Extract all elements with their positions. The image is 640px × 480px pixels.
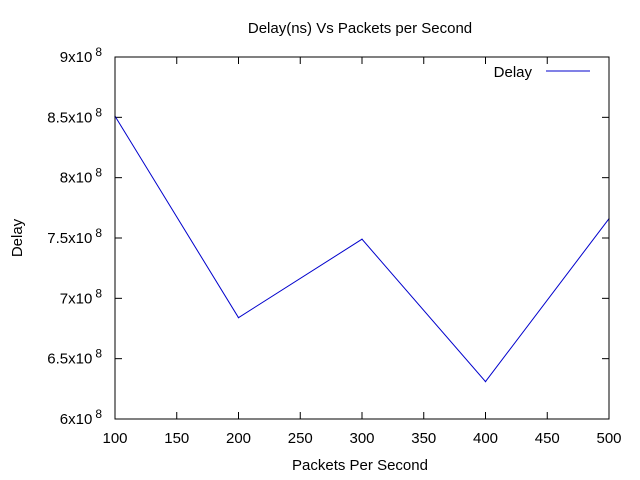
- x-tick-label: 150: [164, 430, 189, 447]
- x-axis-label: Packets Per Second: [292, 457, 428, 474]
- y-tick-mantissa: 8.5x10: [47, 109, 92, 126]
- x-tick-label: 450: [535, 430, 560, 447]
- plot-frame: [114, 56, 610, 420]
- y-tick-exponent: 8: [95, 226, 102, 240]
- x-tick-label: 500: [596, 430, 621, 447]
- y-tick-exponent: 8: [95, 347, 102, 361]
- y-tick-exponent: 8: [95, 407, 102, 421]
- data-point: [237, 317, 240, 319]
- data-point: [484, 380, 487, 383]
- y-tick-mantissa: 6.5x10: [47, 351, 92, 368]
- data-point: [361, 238, 363, 240]
- x-tick-label: 200: [226, 430, 251, 447]
- y-tick-exponent: 8: [95, 286, 102, 300]
- x-tick-label: 400: [473, 430, 498, 447]
- series-line-delay: [114, 115, 610, 383]
- y-tick-label: 6x10 8: [60, 407, 103, 428]
- y-tick-exponent: 8: [95, 166, 102, 180]
- legend-label-delay: Delay: [494, 64, 533, 81]
- y-tick-mantissa: 9x10: [60, 49, 93, 66]
- y-tick-label: 8x10 8: [60, 166, 103, 187]
- y-axis-label: Delay: [9, 218, 26, 257]
- x-tick-label: 350: [411, 430, 436, 447]
- y-tick-label: 8.5x10 8: [47, 105, 102, 126]
- y-tick-label: 7x10 8: [60, 286, 103, 307]
- y-tick-mantissa: 6x10: [60, 411, 93, 428]
- x-tick-label: 100: [102, 430, 127, 447]
- y-tick-label: 9x10 8: [60, 45, 103, 66]
- y-tick-exponent: 8: [95, 105, 102, 119]
- y-tick-mantissa: 7.5x10: [47, 230, 92, 247]
- chart-title: Delay(ns) Vs Packets per Second: [248, 20, 472, 37]
- y-tick-label: 7.5x10 8: [47, 226, 102, 247]
- x-tick-label: 250: [288, 430, 313, 447]
- y-tick-label: 6.5x10 8: [47, 347, 102, 368]
- axis-ticks: [114, 56, 610, 420]
- y-tick-exponent: 8: [95, 45, 102, 59]
- x-tick-label: 300: [349, 430, 374, 447]
- y-tick-mantissa: 7x10: [60, 290, 93, 307]
- y-tick-mantissa: 8x10: [60, 170, 93, 187]
- series-layer: [114, 115, 610, 383]
- legend: Delay: [494, 64, 590, 81]
